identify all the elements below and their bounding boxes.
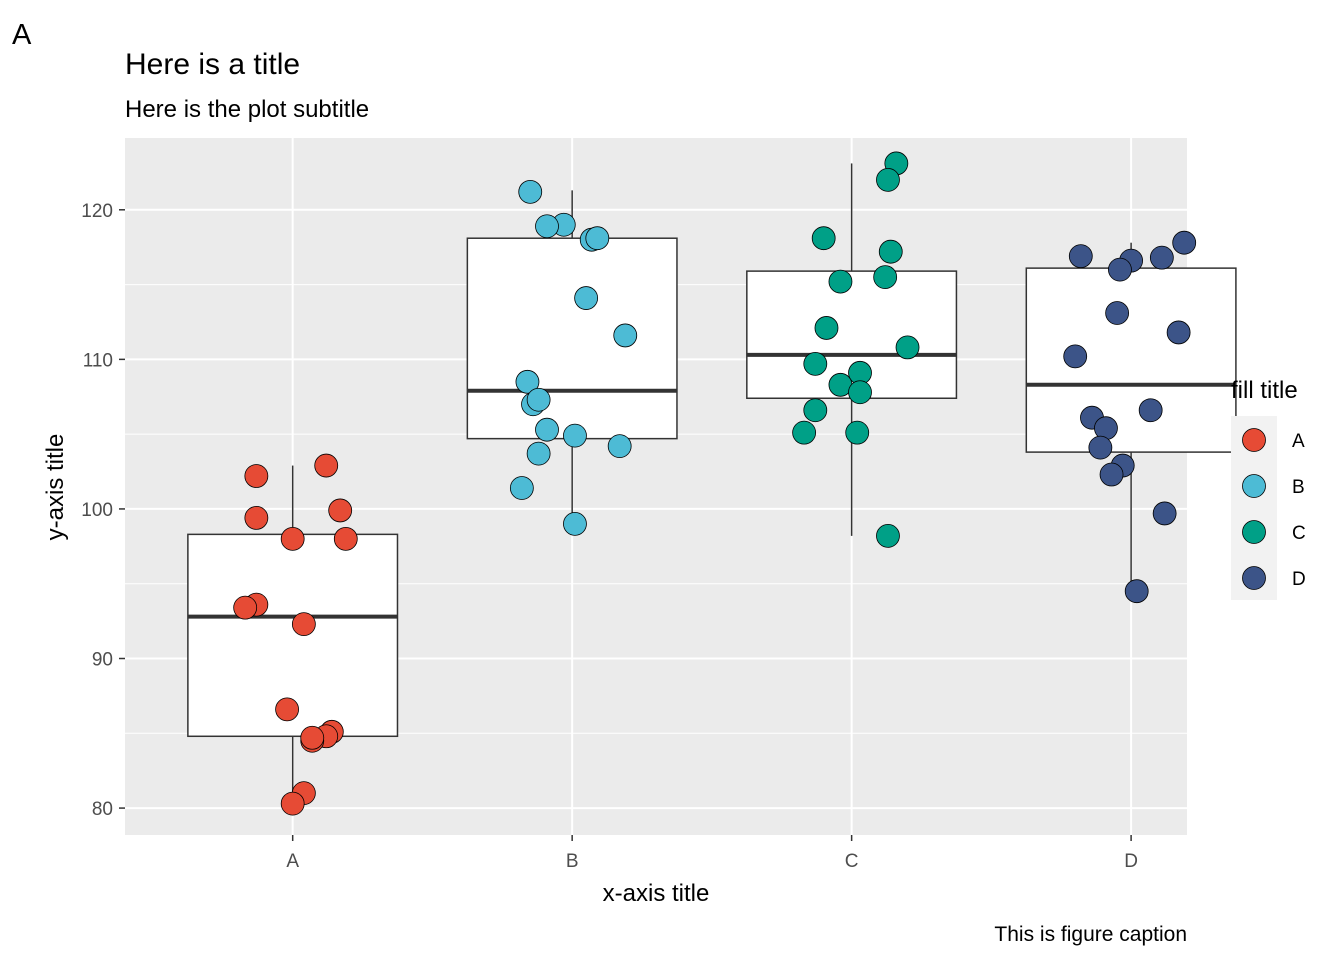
y-axis: 80 90 100 110 120 bbox=[81, 201, 125, 820]
y-tick-label: 110 bbox=[83, 350, 113, 371]
data-point bbox=[803, 398, 828, 423]
legend-key-d bbox=[1242, 566, 1266, 590]
figure-caption: This is figure caption bbox=[994, 923, 1187, 946]
x-tick-label: B bbox=[566, 851, 579, 872]
legend-key-b bbox=[1242, 474, 1266, 498]
data-point bbox=[314, 453, 339, 478]
data-point bbox=[613, 323, 638, 348]
data-point bbox=[509, 476, 534, 500]
data-point bbox=[1108, 257, 1132, 282]
data-point bbox=[244, 464, 269, 488]
data-point bbox=[535, 417, 559, 442]
data-point bbox=[1166, 320, 1191, 345]
data-point bbox=[300, 725, 325, 750]
data-point bbox=[1172, 230, 1197, 255]
y-tick-label: 90 bbox=[92, 650, 113, 671]
data-point bbox=[515, 369, 540, 394]
data-point bbox=[873, 265, 898, 290]
data-point bbox=[535, 214, 559, 239]
data-point bbox=[328, 498, 353, 523]
data-point bbox=[848, 380, 872, 405]
data-point bbox=[574, 286, 599, 310]
box-body bbox=[466, 237, 678, 440]
data-point bbox=[1088, 435, 1113, 460]
data-point bbox=[895, 335, 920, 360]
legend-items: A B C D bbox=[1242, 428, 1306, 590]
data-point bbox=[1099, 462, 1124, 487]
legend-label-d: D bbox=[1292, 569, 1306, 590]
y-tick-label: 80 bbox=[92, 799, 113, 820]
data-point bbox=[280, 526, 305, 551]
x-axis-title: x-axis title bbox=[603, 880, 710, 907]
data-point bbox=[1068, 244, 1093, 269]
data-point bbox=[845, 420, 870, 445]
legend: fill title A B C D bbox=[1231, 377, 1306, 600]
data-point bbox=[563, 423, 587, 448]
figure-tag: A bbox=[12, 19, 32, 51]
data-point bbox=[792, 420, 817, 445]
data-point bbox=[828, 269, 853, 294]
legend-label-a: A bbox=[1292, 431, 1305, 452]
data-point bbox=[280, 791, 305, 816]
legend-label-c: C bbox=[1292, 523, 1306, 544]
chart-title: Here is a title bbox=[125, 48, 300, 81]
data-point bbox=[814, 316, 839, 340]
data-point bbox=[1152, 501, 1177, 526]
legend-label-b: B bbox=[1292, 477, 1305, 498]
data-point bbox=[563, 511, 587, 536]
y-tick-label: 120 bbox=[81, 201, 113, 222]
x-tick-label: D bbox=[1124, 851, 1138, 872]
data-point bbox=[876, 167, 900, 192]
y-axis-title: y-axis title bbox=[42, 434, 69, 541]
data-point bbox=[1063, 344, 1088, 369]
data-point bbox=[333, 526, 358, 551]
x-tick-label: C bbox=[845, 851, 859, 872]
box-body bbox=[1025, 267, 1237, 453]
x-axis: A B C D bbox=[286, 835, 1138, 872]
data-point bbox=[1105, 301, 1130, 325]
data-point bbox=[1138, 398, 1163, 423]
legend-key-c bbox=[1242, 520, 1266, 544]
chart-subtitle: Here is the plot subtitle bbox=[125, 96, 369, 123]
data-point bbox=[803, 351, 828, 376]
points-layer bbox=[233, 151, 1197, 816]
legend-key-a bbox=[1242, 428, 1266, 452]
data-point bbox=[244, 506, 269, 530]
legend-title: fill title bbox=[1231, 377, 1298, 404]
data-point bbox=[1149, 245, 1174, 270]
data-point bbox=[233, 595, 258, 620]
data-point bbox=[607, 434, 632, 459]
data-point bbox=[811, 226, 836, 251]
data-point bbox=[876, 523, 900, 548]
x-tick-label: A bbox=[286, 851, 299, 872]
data-point bbox=[585, 226, 610, 251]
data-point bbox=[878, 239, 903, 264]
data-point bbox=[526, 387, 551, 412]
boxes-layer bbox=[187, 163, 1237, 804]
data-point bbox=[526, 441, 551, 466]
data-point bbox=[518, 179, 543, 204]
data-point bbox=[275, 697, 299, 722]
data-point bbox=[1124, 579, 1149, 604]
y-tick-label: 100 bbox=[81, 500, 113, 521]
data-point bbox=[291, 612, 316, 637]
